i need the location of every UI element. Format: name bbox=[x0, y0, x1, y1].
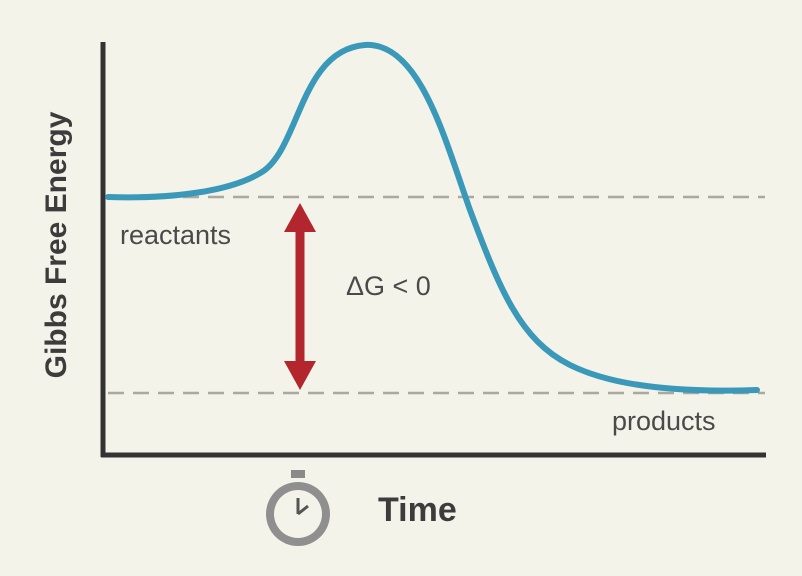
y-axis-label: Gibbs Free Energy bbox=[40, 111, 73, 378]
x-axis-label: Time bbox=[378, 491, 457, 529]
delta-arrow-head-up bbox=[284, 203, 316, 232]
reactants-label: reactants bbox=[120, 220, 231, 250]
energy-curve bbox=[105, 41, 760, 394]
stopwatch-icon bbox=[266, 470, 330, 546]
products-label: products bbox=[612, 406, 716, 436]
delta-arrow-head-down bbox=[284, 361, 316, 390]
delta-g-label: ΔG < 0 bbox=[346, 271, 431, 301]
